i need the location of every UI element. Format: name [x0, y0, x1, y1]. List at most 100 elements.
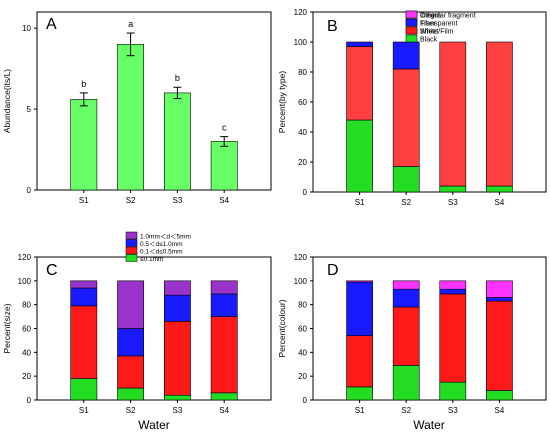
y-tick-label: 80: [298, 68, 307, 77]
bar-s1-seg-0: [346, 386, 373, 401]
legend-label: Black: [420, 37, 438, 44]
bar-s4-seg-0: [486, 390, 513, 401]
bar-s4-seg-1: [210, 316, 238, 394]
x-tick-label: S3: [173, 406, 183, 415]
y-tick-label: 20: [22, 372, 31, 381]
y-tick-label: 60: [298, 325, 307, 334]
bar-s3-seg-2: [439, 288, 467, 295]
bar-s1-seg-0: [70, 378, 98, 401]
bar-s4-seg-0: [486, 185, 513, 193]
bar-s2-seg-0: [117, 387, 145, 401]
bar-s3: [163, 92, 191, 191]
legend-swatch: [405, 10, 418, 19]
plot-frame: [36, 11, 272, 191]
bar-s3-seg-0: [439, 185, 467, 193]
bar-s2-seg-1: [392, 68, 420, 167]
legend-label: Sheet/Film: [420, 29, 454, 36]
bar-s2-seg-3: [392, 280, 420, 290]
bar-s1-seg-1: [346, 335, 373, 388]
y-tick-label: 40: [298, 128, 307, 137]
bar-s4: [210, 141, 238, 191]
bar-s4-seg-2: [210, 293, 238, 317]
chart-panel-c: 0 20 40 60 80 100 120 S1 S2 S3 S4 Percent(size) Wate…: [2, 231, 272, 432]
bar-s4-seg-1: [486, 300, 513, 391]
chart-panel-d: 0 20 40 60 80 100 120 S1 S2 S3 S4 Percent(colour) Wa…: [277, 10, 547, 432]
y-tick-label: 80: [22, 301, 31, 310]
bar-s2-seg-1: [117, 355, 145, 389]
x-tick-label: S4: [219, 406, 229, 415]
y-tick-label: 10: [22, 24, 31, 33]
y-tick-label: 0: [27, 186, 32, 195]
x-tick-label: S2: [126, 406, 136, 415]
bar-s4-seg-0: [210, 392, 238, 401]
x-tick-label: S2: [401, 406, 411, 415]
legend-label: Transparent: [420, 21, 458, 28]
significance-letter: c: [222, 123, 227, 133]
legend-label: Irregular fragment: [420, 13, 476, 20]
bar-s4-seg-2: [486, 297, 513, 302]
bar-s2-seg-1: [392, 306, 420, 366]
y-tick-label: 120: [294, 8, 308, 17]
bar-s3-seg-3: [163, 280, 191, 296]
x-axis-label: Water: [413, 418, 445, 432]
bar-s4-seg-1: [486, 41, 513, 187]
significance-letter: a: [128, 19, 133, 29]
y-tick-label: 0: [303, 396, 308, 405]
bar-s1-seg-0: [346, 119, 373, 193]
bar-s1-seg-2: [346, 41, 373, 47]
y-tick-label: 60: [298, 98, 307, 107]
legend-swatch: [405, 26, 418, 35]
panel-label: A: [46, 16, 57, 33]
y-tick-label: 20: [298, 158, 307, 167]
panel-label: B: [327, 18, 338, 35]
bar-s3-seg-1: [163, 321, 191, 396]
bar-s2-seg-0: [392, 166, 420, 193]
x-tick-label: S1: [355, 198, 365, 207]
bar-s1-seg-3: [346, 280, 373, 283]
legend-label: White: [420, 29, 438, 36]
bar-s2-seg-0: [392, 365, 420, 401]
bar-s3-seg-2: [163, 294, 191, 322]
legend-swatch: [125, 231, 138, 240]
y-tick-label: 5: [27, 105, 32, 114]
panel-label: C: [46, 262, 58, 279]
bar-s4-seg-3: [486, 280, 513, 298]
y-tick-label: 20: [298, 372, 307, 381]
y-axis-label: Percent(size): [2, 303, 12, 353]
x-tick-label: S1: [79, 406, 89, 415]
y-tick-label: 60: [22, 325, 31, 334]
significance-letter: b: [81, 79, 86, 89]
bar-s3-seg-1: [439, 41, 467, 187]
x-tick-label: S1: [355, 406, 365, 415]
legend-swatch: [125, 246, 138, 255]
x-tick-label: S1: [79, 196, 89, 205]
y-tick-label: 40: [298, 348, 307, 357]
y-tick-label: 120: [294, 253, 308, 262]
y-tick-label: 100: [294, 277, 308, 286]
y-tick-label: 100: [294, 38, 308, 47]
panel-label: D: [327, 262, 339, 279]
significance-letter: b: [175, 73, 180, 83]
x-tick-label: S2: [401, 198, 411, 207]
bar-s1-seg-1: [346, 46, 373, 121]
bar-s2-seg-3: [117, 280, 145, 329]
legend-label: Others: [420, 13, 442, 20]
x-tick-label: S4: [219, 196, 229, 205]
x-tick-label: S3: [448, 406, 458, 415]
x-tick-label: S3: [173, 196, 183, 205]
bar-s1-seg-2: [70, 287, 98, 307]
bar-s3-seg-3: [439, 280, 467, 290]
x-tick-label: S4: [495, 198, 505, 207]
bar-s2-seg-2: [392, 41, 420, 70]
y-tick-label: 0: [303, 188, 308, 197]
bar-s3-seg-1: [439, 293, 467, 383]
legend-label: Fiber: [420, 21, 437, 28]
legend-swatch: [405, 18, 418, 27]
y-axis-label: Percent(colour): [277, 299, 287, 357]
legend-label: ≤0.1mm: [140, 256, 163, 263]
bar-s4-seg-3: [210, 280, 238, 295]
y-tick-label: 40: [22, 348, 31, 357]
